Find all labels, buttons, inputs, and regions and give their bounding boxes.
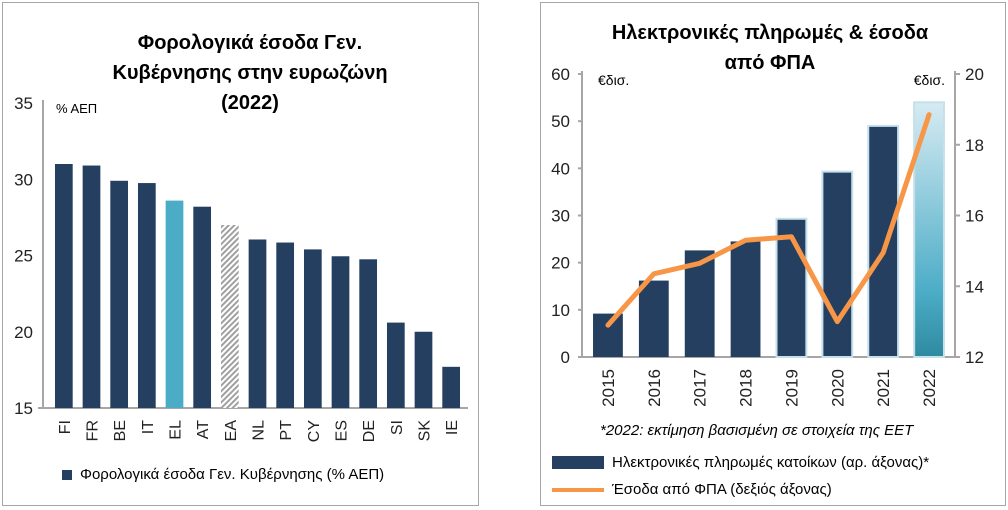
right-left-tick-label: 60 bbox=[551, 65, 570, 84]
bar-AT bbox=[193, 206, 212, 408]
left-title-line: (2022) bbox=[221, 92, 279, 114]
right-right-tick-label: 18 bbox=[965, 136, 984, 155]
right-x-tick-label: 2015 bbox=[599, 369, 618, 407]
left-x-tick-label: NL bbox=[251, 420, 268, 441]
left-title-line: Φορολογικά έσοδα Γεν. bbox=[137, 32, 363, 54]
right-left-tick-label: 40 bbox=[551, 159, 570, 178]
left-x-tick-label: BE bbox=[112, 420, 129, 441]
left-title-line: Κυβέρνησης στην ευρωζώνη bbox=[112, 62, 388, 84]
right-left-tick-label: 10 bbox=[551, 301, 570, 320]
right-legend-line: Έσοδα από ΦΠΑ (δεξιός άξονας) bbox=[552, 481, 832, 498]
bar-FI bbox=[54, 164, 73, 408]
left-y-tick-label: 35 bbox=[14, 94, 33, 113]
bar-EA bbox=[220, 225, 239, 408]
bar-IT bbox=[137, 183, 156, 408]
left-x-tick-label: FI bbox=[57, 420, 74, 434]
right-right-tick-label: 14 bbox=[965, 277, 984, 296]
bar-2018 bbox=[730, 241, 761, 357]
left-x-tick-label: IE bbox=[444, 420, 461, 435]
legend-swatch bbox=[552, 487, 604, 492]
right-left-tick-label: 30 bbox=[551, 207, 570, 226]
right-left-tick-label: 20 bbox=[551, 254, 570, 273]
right-title-line: Ηλεκτρονικές πληρωμές & έσοδα bbox=[611, 22, 929, 44]
legend-label: Ηλεκτρονικές πληρωμές κατοίκων (αρ. άξον… bbox=[612, 454, 930, 471]
left-x-tick-label: SK bbox=[417, 420, 434, 442]
bar-2017 bbox=[684, 250, 715, 357]
bar-PT bbox=[276, 242, 295, 408]
left-x-tick-label: SI bbox=[389, 420, 406, 435]
left-x-tick-label: EA bbox=[223, 420, 240, 442]
left-x-tick-label: ES bbox=[334, 420, 351, 441]
bar-2021 bbox=[867, 124, 900, 358]
right-right-tick-label: 12 bbox=[965, 348, 984, 367]
bar-NL bbox=[248, 239, 267, 408]
chart-note: *2022: εκτίμηση βασισμένη σε στοιχεία τη… bbox=[600, 422, 914, 439]
bar-FR bbox=[82, 165, 101, 408]
left-x-tick-label: PT bbox=[278, 420, 295, 441]
left-y-tick-label: 30 bbox=[14, 170, 33, 189]
bar-2015 bbox=[593, 313, 623, 357]
bar-CY bbox=[303, 249, 322, 408]
right-right-tick-label: 16 bbox=[965, 207, 984, 226]
bar-DE bbox=[359, 259, 378, 408]
right-right-unit-label: €δισ. bbox=[914, 72, 945, 88]
right-right-tick-label: 20 bbox=[965, 65, 984, 84]
right-x-tick-label: 2022 bbox=[920, 369, 939, 407]
bar-2020 bbox=[821, 170, 854, 358]
right-x-tick-label: 2018 bbox=[737, 369, 756, 407]
left-y-tick-label: 20 bbox=[14, 323, 33, 342]
right-x-tick-label: 2021 bbox=[874, 369, 893, 407]
bar-SI bbox=[386, 322, 405, 408]
left-x-tick-label: AT bbox=[195, 420, 212, 439]
left-chart-title: Φορολογικά έσοδα Γεν. Κυβέρνησης στην ευ… bbox=[60, 28, 440, 118]
legend-swatch bbox=[552, 456, 604, 469]
right-x-tick-label: 2017 bbox=[691, 369, 710, 407]
right-x-tick-label: 2019 bbox=[782, 369, 801, 407]
right-left-tick-label: 0 bbox=[561, 348, 570, 367]
left-chart-panel bbox=[2, 2, 479, 506]
bar-2016 bbox=[638, 280, 669, 357]
left-x-tick-label: EL bbox=[168, 420, 185, 440]
legend-label: Φορολογικά έσοδα Γεν. Κυβέρνησης (% ΑΕΠ) bbox=[80, 466, 385, 483]
legend-swatch bbox=[62, 469, 72, 480]
right-x-tick-label: 2020 bbox=[828, 369, 847, 407]
left-y-tick-label: 25 bbox=[14, 247, 33, 266]
bar-IE bbox=[442, 366, 461, 408]
left-x-tick-label: CY bbox=[306, 420, 323, 443]
bar-BE bbox=[110, 180, 129, 408]
left-x-tick-label: FR bbox=[85, 420, 102, 441]
right-left-unit-label: €δισ. bbox=[598, 72, 629, 88]
right-legend-bars: Ηλεκτρονικές πληρωμές κατοίκων (αρ. άξον… bbox=[552, 454, 929, 471]
left-unit-label: % ΑΕΠ bbox=[56, 101, 97, 116]
left-y-tick-label: 15 bbox=[14, 399, 33, 418]
bar-ES bbox=[331, 256, 350, 408]
bar-SK bbox=[414, 331, 433, 408]
left-x-tick-label: DE bbox=[361, 420, 378, 442]
bar-2019 bbox=[775, 217, 808, 358]
legend-label: Έσοδα από ΦΠΑ (δεξιός άξονας) bbox=[612, 481, 832, 498]
left-x-tick-label: IT bbox=[140, 420, 157, 434]
bar-EL bbox=[165, 200, 184, 408]
vat-revenue-line bbox=[605, 112, 932, 328]
right-x-tick-label: 2016 bbox=[645, 369, 664, 407]
left-legend: Φορολογικά έσοδα Γεν. Κυβέρνησης (% ΑΕΠ) bbox=[62, 466, 384, 483]
right-chart-title: Ηλεκτρονικές πληρωμές & έσοδα από ΦΠΑ bbox=[560, 18, 980, 78]
right-title-line: από ΦΠΑ bbox=[724, 52, 816, 74]
right-left-tick-label: 50 bbox=[551, 112, 570, 131]
